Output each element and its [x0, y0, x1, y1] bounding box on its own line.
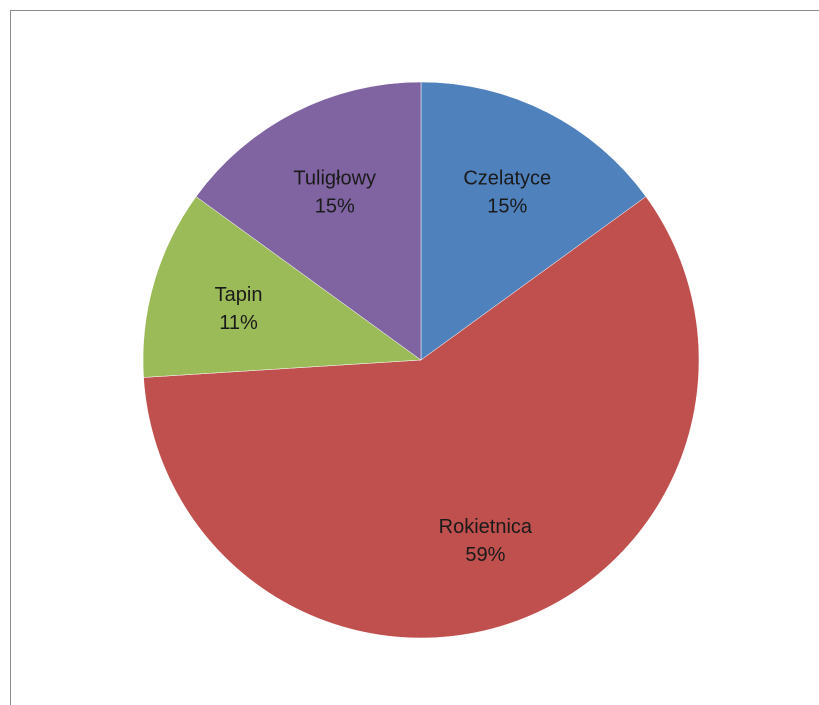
pie-slice-tuligłowy	[195, 81, 422, 361]
slice-percent-label: 59%	[465, 544, 505, 566]
pie-slice-czelatyce	[420, 81, 647, 361]
slice-percent-label: 15%	[315, 196, 355, 218]
slice-percent-label: 15%	[487, 196, 527, 218]
pie-slice-rokietnica	[143, 196, 700, 639]
pie-slices	[142, 81, 700, 639]
slice-name-label: Tapin	[215, 284, 263, 306]
slice-name-label: Czelatyce	[463, 168, 551, 190]
pie-labels: Czelatyce 15% Rokietnica 59% Tapin 11% Tuligło…	[215, 168, 552, 566]
slice-percent-label: 11%	[219, 312, 258, 334]
slice-name-label: Tuligłowy	[293, 168, 376, 190]
chart-area	[10, 10, 819, 705]
pie-slice-tapin	[142, 196, 422, 378]
slice-name-label: Rokietnica	[439, 516, 533, 538]
